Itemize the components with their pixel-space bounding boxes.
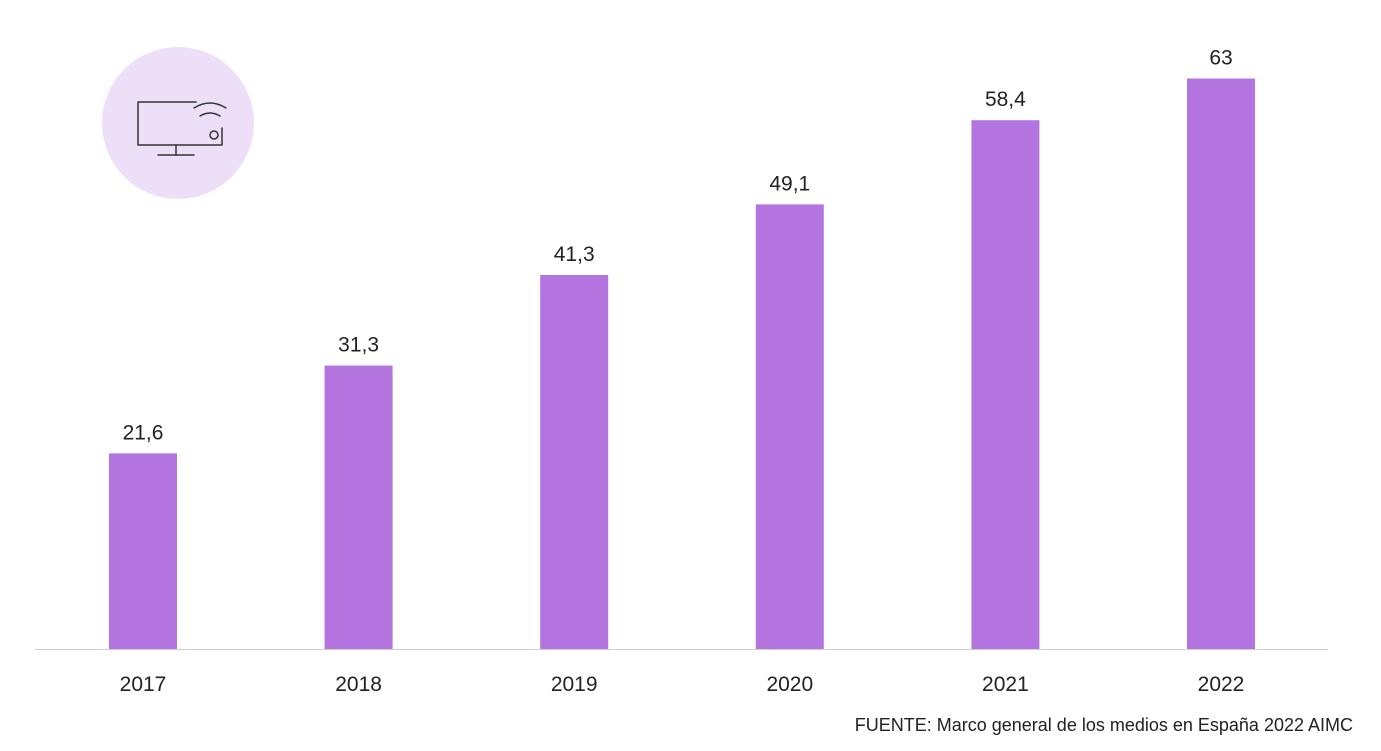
bar-2017 [109, 453, 177, 649]
data-label-2022: 63 [1209, 47, 1232, 70]
x-tick-label-2022: 2022 [1198, 673, 1245, 696]
x-tick-label-2020: 2020 [766, 673, 813, 696]
bar-2018 [324, 365, 393, 649]
data-label-2017: 21,6 [123, 421, 164, 444]
source-note: FUENTE: Marco general de los medios en E… [854, 715, 1353, 735]
data-label-2019: 41,3 [554, 243, 595, 266]
x-tick-label-2019: 2019 [551, 673, 598, 696]
bar-2020 [755, 204, 824, 649]
x-tick-label-2018: 2018 [335, 673, 382, 696]
smart-tv-icon [102, 47, 254, 199]
data-label-2018: 31,3 [338, 334, 379, 357]
x-tick-label-2017: 2017 [120, 673, 167, 696]
data-label-2020: 49,1 [769, 172, 810, 195]
bar-2021 [971, 120, 1040, 649]
bar-2022 [1187, 78, 1255, 649]
bar-2019 [540, 275, 609, 649]
data-label-2021: 58,4 [985, 88, 1026, 111]
x-tick-label-2021: 2021 [982, 673, 1029, 696]
